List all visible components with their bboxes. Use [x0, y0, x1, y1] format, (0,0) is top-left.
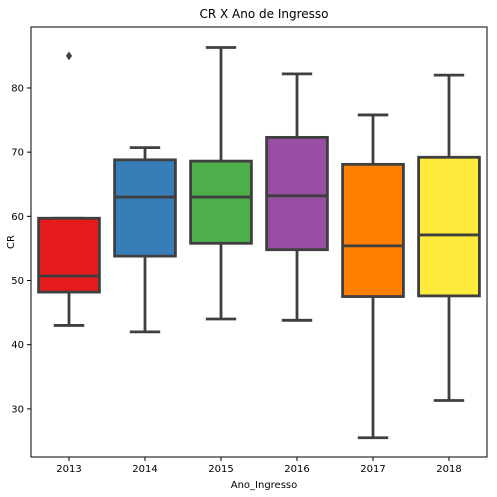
y-tick-label: 40: [11, 340, 24, 351]
box-iqr: [265, 135, 329, 252]
plot-area-frame: [30, 26, 488, 458]
x-tick-label: 2015: [208, 464, 233, 475]
box-iqr: [417, 155, 481, 298]
box-iqr: [189, 159, 253, 245]
box-iqr: [341, 162, 405, 298]
y-tick-label: 80: [11, 83, 24, 94]
y-tick-label: 70: [11, 148, 24, 159]
x-tick-label: 2018: [436, 464, 461, 475]
y-tick-label: 30: [11, 404, 24, 415]
x-tick-label: 2014: [132, 464, 157, 475]
x-axis: 2013 2014 2015 2016 2017 2018: [56, 457, 462, 475]
box-2014: [113, 146, 177, 334]
x-tick-label: 2017: [360, 464, 385, 475]
box-iqr: [37, 216, 101, 294]
x-tick-label: 2013: [56, 464, 81, 475]
y-axis-label: CR: [6, 235, 17, 249]
y-tick-label: 60: [11, 212, 24, 223]
y-tick-label: 50: [11, 276, 24, 287]
boxes-group: [37, 46, 481, 440]
chart-title: CR X Ano de Ingresso: [199, 7, 328, 21]
box-iqr: [113, 158, 177, 258]
box-2015: [189, 46, 253, 321]
box-2018: [417, 73, 481, 402]
outlier-point: [65, 51, 73, 61]
x-axis-label: Ano_Ingresso: [231, 480, 298, 491]
x-tick-label: 2016: [284, 464, 309, 475]
box-2016: [265, 72, 329, 322]
box-2017: [341, 113, 405, 440]
box-2013: [37, 51, 101, 327]
y-axis: 30 40 50 60 70 80: [11, 83, 31, 415]
